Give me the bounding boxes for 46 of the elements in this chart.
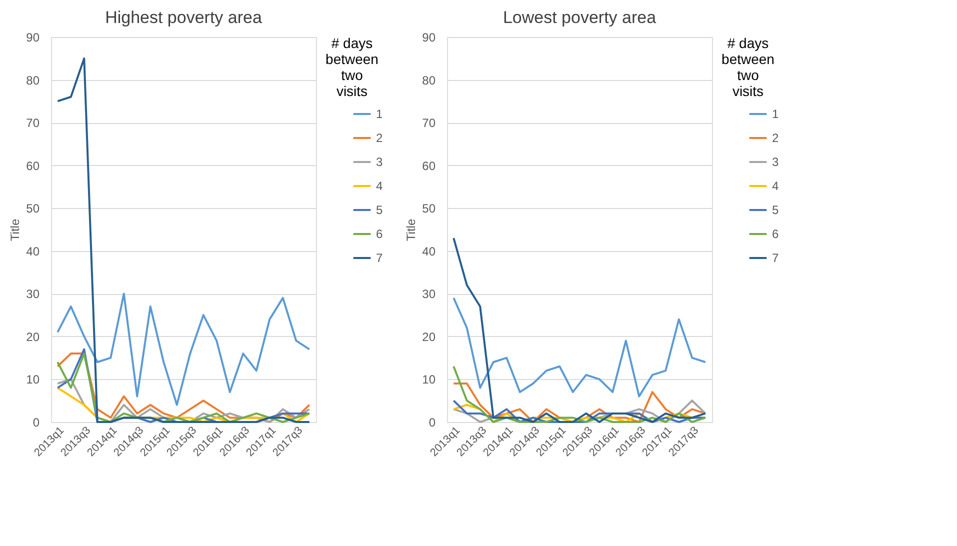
legend-label: 1: [772, 107, 779, 121]
legend-title: # days between two visits: [326, 35, 378, 99]
legend-title: # days between two visits: [722, 35, 774, 99]
y-tick-label: 90: [26, 30, 40, 44]
y-tick-label: 50: [422, 202, 436, 216]
legend-label: 1: [376, 107, 383, 121]
y-tick-label: 70: [26, 116, 40, 130]
y-tick-label: 30: [422, 287, 436, 302]
y-tick-label: 20: [422, 330, 436, 344]
y-tick-label: 10: [26, 372, 40, 387]
y-tick-label: 80: [422, 73, 436, 88]
legend-label: 6: [772, 227, 779, 241]
legend-label: 3: [376, 155, 383, 169]
legend-label: 7: [376, 251, 383, 265]
legend-label: 2: [376, 131, 383, 145]
y-tick-label: 40: [422, 244, 436, 258]
chart-title: Highest poverty area: [105, 8, 262, 27]
y-axis-title: Title: [404, 218, 418, 242]
y-tick-label: 80: [26, 73, 40, 88]
line-series: [56, 57, 310, 423]
line-series: [452, 237, 706, 423]
legend-label: 4: [376, 179, 383, 193]
y-tick-label: 60: [26, 158, 40, 173]
legend-label: 7: [772, 251, 779, 265]
legend-label: 5: [772, 203, 779, 217]
y-tick-label: 20: [26, 330, 40, 344]
y-tick-label: 70: [422, 116, 436, 130]
y-tick-label: 10: [422, 372, 436, 387]
y-tick-label: 30: [26, 287, 40, 302]
line-series: [452, 365, 706, 423]
legend-label: 5: [376, 203, 383, 217]
y-tick-label: 0: [32, 416, 40, 430]
line-series: [452, 296, 706, 398]
y-tick-label: 40: [26, 244, 40, 258]
legend-label: 4: [772, 179, 779, 193]
legend-label: 6: [376, 227, 383, 241]
y-tick-label: 60: [422, 158, 436, 173]
y-tick-label: 90: [422, 30, 436, 44]
y-axis-title: Title: [8, 218, 22, 242]
y-tick-label: 0: [428, 416, 436, 430]
y-tick-label: 50: [26, 202, 40, 216]
legend-label: 3: [772, 155, 779, 169]
line-series: [56, 292, 310, 406]
chart-title: Lowest poverty area: [502, 8, 657, 27]
legend-label: 2: [772, 131, 779, 145]
line-series: [452, 400, 706, 423]
